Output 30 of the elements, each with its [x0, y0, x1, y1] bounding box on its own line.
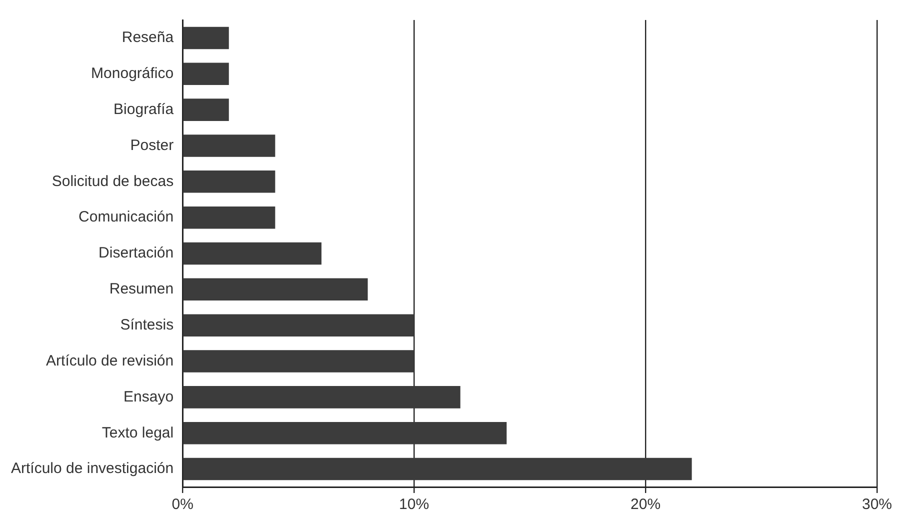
y-tick-label: Texto legal [102, 424, 174, 442]
y-tick-label: Resumen [109, 280, 174, 298]
y-tick-label: Poster [130, 136, 174, 154]
x-tick-label: 20% [630, 496, 661, 514]
bar [183, 26, 229, 50]
y-tick-label: Comunicación [78, 208, 174, 226]
y-tick-label: Reseña [122, 29, 174, 46]
bar [183, 314, 414, 336]
y-tick-label: Síntesis [120, 316, 174, 334]
x-tick-label: 0% [172, 496, 194, 514]
bar [183, 458, 692, 480]
bar [183, 170, 276, 193]
bar [183, 386, 460, 408]
bar [183, 206, 276, 229]
bar [183, 62, 229, 86]
y-tick-label: Artículo de investigación [10, 460, 174, 478]
bar [183, 242, 322, 265]
y-tick-label: Monográfico [91, 65, 174, 82]
x-tick-label: 30% [862, 496, 892, 514]
y-tick-label: Solicitud de becas [52, 172, 174, 190]
bar [183, 350, 414, 372]
y-tick-label: Biografía [114, 100, 174, 118]
bar [183, 98, 229, 121]
bar [183, 422, 507, 444]
x-tick-label: 10% [399, 496, 430, 514]
y-tick-label: Disertación [98, 244, 174, 262]
y-tick-label: Ensayo [124, 388, 174, 406]
bar [183, 134, 276, 157]
y-tick-label: Artículo de revisión [46, 352, 174, 370]
bar [183, 278, 368, 301]
